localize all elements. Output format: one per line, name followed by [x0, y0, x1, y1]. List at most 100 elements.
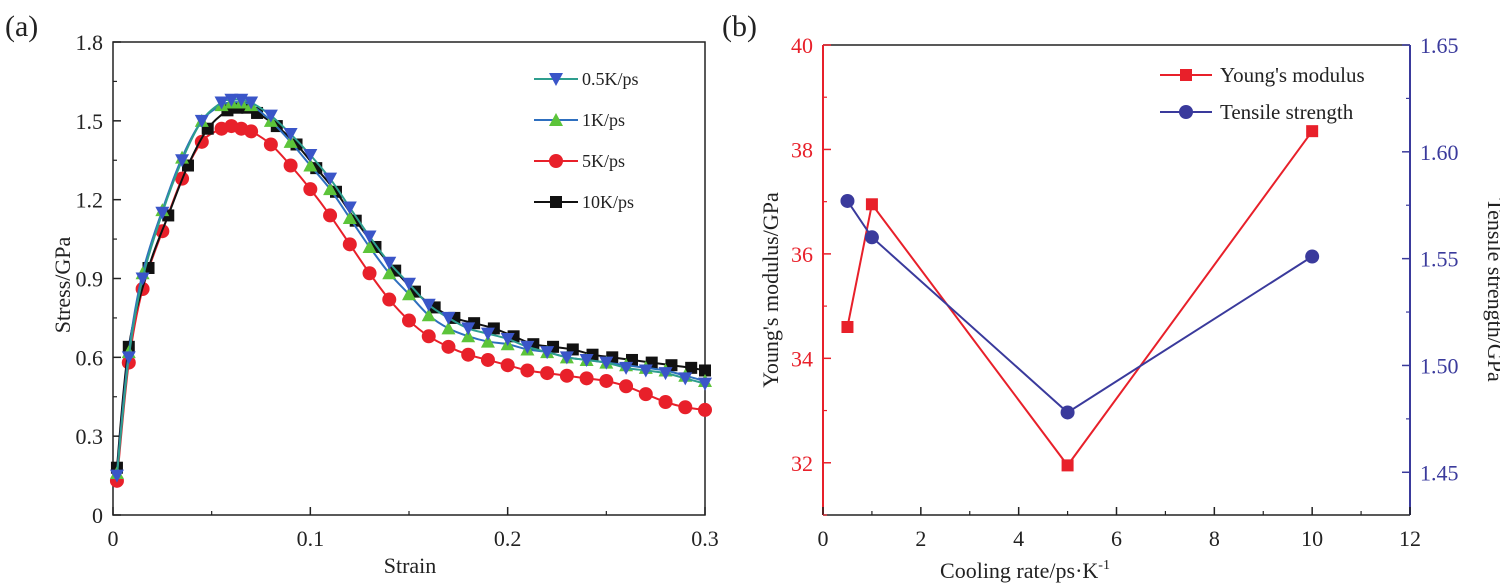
data-point-5k-ps — [480, 352, 495, 367]
panel-b-ytick-right-label: 1.60 — [1420, 140, 1459, 165]
data-point-0-5k-ps — [263, 109, 278, 123]
panel-b-ytick-left-label: 32 — [791, 451, 813, 476]
data-point-5k-ps — [678, 400, 693, 415]
series-line-tensile-strength — [846, 200, 1313, 414]
data-point-0-5k-ps — [402, 277, 416, 291]
data-point-0-5k-ps — [500, 332, 515, 346]
data-point-0-5k-ps — [441, 311, 456, 325]
data-point-5k-ps — [698, 402, 712, 417]
data-point-5k-ps — [579, 371, 594, 386]
data-point-0-5k-ps — [224, 93, 239, 107]
data-point-0-5k-ps — [121, 351, 136, 365]
panel-a-xtick-label: 0 — [108, 526, 119, 551]
data-point-0-5k-ps — [619, 361, 634, 375]
panel-a-ytick-label: 1.8 — [76, 30, 104, 55]
panel-b-xtick-label: 12 — [1399, 526, 1421, 551]
data-point-0-5k-ps — [244, 96, 259, 110]
data-point-5k-ps — [599, 373, 614, 388]
data-point-0-5k-ps — [323, 172, 338, 186]
data-point-0-5k-ps — [214, 96, 229, 110]
data-point-0-5k-ps — [579, 353, 594, 367]
data-point-1k-ps — [441, 321, 456, 335]
panel-b-xtick-label: 6 — [1111, 526, 1122, 551]
data-point-1k-ps — [362, 239, 377, 253]
panel-a-ytick-label: 0 — [92, 503, 103, 528]
panel-b-ylabel-right: Tensile strength/GPa — [1483, 198, 1500, 382]
data-point-0-5k-ps — [480, 327, 495, 341]
data-point-5k-ps — [540, 366, 555, 381]
data-point-young-s-modulus — [1061, 459, 1074, 472]
panel-a-ytick-label: 0.9 — [76, 267, 104, 292]
data-point-tensile-strength — [1060, 405, 1075, 420]
data-point-0-5k-ps — [421, 298, 436, 312]
data-point-1k-ps — [402, 287, 416, 301]
data-point-young-s-modulus — [865, 198, 878, 211]
legend-marker-0-5k-ps — [549, 73, 563, 86]
data-point-5k-ps — [382, 292, 397, 307]
data-point-5k-ps — [520, 363, 535, 378]
data-point-0-5k-ps — [109, 469, 124, 483]
panel-b-ytick-left-label: 34 — [791, 346, 813, 371]
data-point-0-5k-ps — [362, 230, 377, 244]
panel-a-xtick-label: 0.3 — [691, 526, 719, 551]
data-point-1k-ps — [480, 334, 495, 348]
data-point-1k-ps — [283, 134, 298, 148]
legend-marker-5k-ps — [549, 154, 563, 168]
panel-a-ytick-label: 1.2 — [76, 188, 104, 213]
data-point-5k-ps — [263, 137, 278, 152]
panel-b-ytick-right-label: 1.45 — [1420, 460, 1459, 485]
data-point-tensile-strength — [1305, 249, 1320, 264]
panel-a-ytick-label: 0.6 — [76, 345, 104, 370]
panel-b-ytick-right-label: 1.55 — [1420, 247, 1459, 272]
data-point-5k-ps — [619, 379, 634, 394]
legend-label-10k-ps: 10K/ps — [582, 192, 634, 212]
data-point-5k-ps — [244, 124, 259, 139]
data-point-0-5k-ps — [283, 127, 298, 141]
data-point-5k-ps — [658, 395, 673, 410]
data-point-0-5k-ps — [559, 351, 574, 365]
data-point-0-5k-ps — [194, 114, 209, 128]
data-point-5k-ps — [342, 237, 357, 252]
panel-b-xtick-label: 4 — [1013, 526, 1024, 551]
panel-a-ylabel: Stress/GPa — [50, 236, 75, 333]
data-point-5k-ps — [559, 368, 574, 383]
panel-b-ytick-left-label: 38 — [791, 137, 813, 162]
data-point-5k-ps — [638, 387, 653, 402]
data-point-0-5k-ps — [638, 364, 653, 378]
data-point-0-5k-ps — [175, 154, 190, 168]
data-point-10k-ps — [699, 364, 711, 377]
data-point-5k-ps — [362, 266, 377, 281]
data-point-1k-ps — [421, 308, 436, 322]
data-point-0-5k-ps — [698, 377, 712, 391]
data-point-0-5k-ps — [678, 372, 693, 386]
panel-a-ytick-label: 0.3 — [76, 424, 104, 449]
data-point-10k-ps — [685, 361, 698, 374]
panel-b-xlabel: Cooling rate/ps·K-1 — [940, 558, 1110, 583]
data-point-1k-ps — [323, 182, 338, 196]
panel-b-ytick-right-label: 1.50 — [1420, 353, 1459, 378]
data-point-young-s-modulus — [841, 321, 854, 333]
data-point-1k-ps — [342, 211, 357, 225]
data-point-0-5k-ps — [155, 206, 170, 220]
data-point-0-5k-ps — [303, 148, 318, 162]
panel-b-label: (b) — [722, 10, 757, 43]
data-point-5k-ps — [402, 313, 416, 328]
panel-a-xtick-label: 0.2 — [494, 526, 522, 551]
panel-a-ytick-label: 1.5 — [76, 109, 104, 134]
panel-b-xtick-label: 10 — [1301, 526, 1323, 551]
data-point-1k-ps — [382, 266, 397, 280]
data-point-5k-ps — [303, 182, 318, 197]
data-point-1k-ps — [303, 158, 318, 172]
panel-a: (a) Stress/GPa Strain 0 0.1 0.2 0.3 0 0.3 0.6 0… — [5, 10, 719, 578]
data-point-5k-ps — [323, 208, 338, 223]
legend-marker-1k-ps — [549, 113, 563, 126]
data-point-tensile-strength — [840, 193, 855, 208]
data-point-0-5k-ps — [540, 346, 555, 360]
data-point-0-5k-ps — [342, 201, 357, 215]
legend-marker-tensile-strength — [1179, 105, 1193, 119]
panel-b-ytick-left-label: 36 — [791, 242, 813, 267]
legend-marker-young-s-modulus — [1180, 69, 1192, 81]
data-point-young-s-modulus — [1306, 125, 1319, 138]
panel-b: (b) Young's modulus/GPa Tensile strength… — [722, 10, 1500, 583]
panel-b-ytick-right-label: 1.65 — [1420, 33, 1459, 58]
